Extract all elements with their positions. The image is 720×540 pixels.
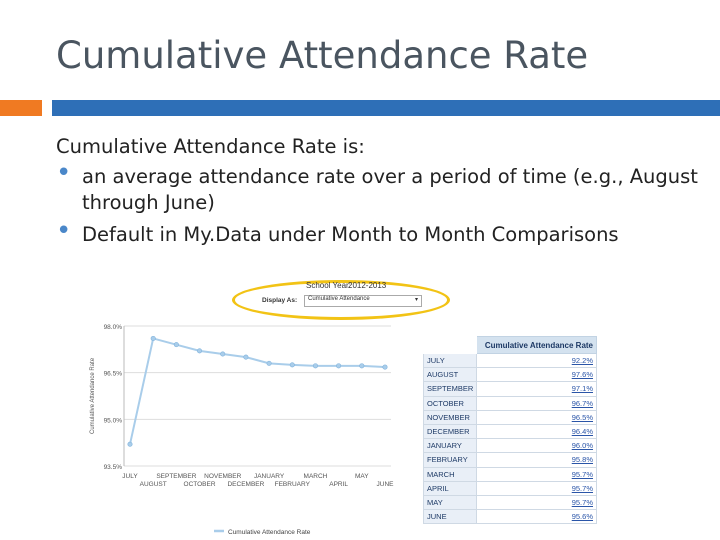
data-point <box>382 364 388 370</box>
table-cell-rate[interactable]: 96.0% <box>476 438 597 454</box>
data-point <box>127 441 133 447</box>
table-cell-month: MARCH <box>422 466 478 482</box>
table-row: MAY 95.7% <box>422 494 597 511</box>
accent-bar-orange <box>0 100 42 116</box>
table-cell-rate[interactable]: 95.7% <box>476 466 597 482</box>
display-as-value: Cumulative Attendance <box>308 296 370 302</box>
table-row: JANUARY 96.0% <box>422 438 597 454</box>
bullet-icon: • <box>56 216 72 246</box>
display-as-label: Display As: <box>262 297 298 304</box>
table-cell-rate[interactable]: 95.6% <box>476 509 597 525</box>
table-row: FEBRUARY 95.8% <box>422 452 597 468</box>
slide-body: Cumulative Attendance Rate is: • an aver… <box>56 134 706 254</box>
y-tick-label: 95.0% <box>104 417 123 424</box>
table-cell-month: SEPTEMBER <box>422 381 478 397</box>
x-tick-label: OCTOBER <box>184 481 216 488</box>
data-point <box>266 360 272 366</box>
bullet-list: • an average attendance rate over a peri… <box>56 160 706 248</box>
table-row: OCTOBER 96.7% <box>422 395 597 411</box>
x-tick-label: JULY <box>122 473 138 480</box>
x-tick-label: MAY <box>355 473 369 480</box>
x-tick-label: JUNE <box>377 481 395 488</box>
table-cell-month: OCTOBER <box>422 395 478 411</box>
y-tick-label: 96.5% <box>104 371 123 378</box>
y-axis-title: Cumulative Attendance Rate <box>90 357 96 434</box>
highlight-oval <box>232 280 450 320</box>
table-cell-rate[interactable]: 95.7% <box>476 480 597 496</box>
table-row: JUNE 95.6% <box>422 509 597 525</box>
table-header-blank <box>422 336 478 354</box>
attendance-line-chart: 98.0% 96.5% 95.0% 93.5% Cumulative Attendanc… <box>90 324 395 536</box>
bullet-text: Default in My.Data under Month to Month … <box>82 223 619 246</box>
table-header-rate: Cumulative Attendance Rate <box>476 336 597 354</box>
table-cell-month: NOVEMBER <box>422 409 478 425</box>
data-point <box>312 363 318 369</box>
table-row: AUGUST 97.6% <box>422 367 597 383</box>
table-row: MARCH 95.7% <box>422 466 597 482</box>
table-cell-rate[interactable]: 92.2% <box>476 352 597 369</box>
bullet-text: an average attendance rate over a period… <box>82 165 698 214</box>
x-tick-label: DECEMBER <box>227 481 264 488</box>
bullet-item: • an average attendance rate over a peri… <box>56 160 706 216</box>
data-point <box>197 348 203 354</box>
data-point <box>150 335 156 341</box>
x-tick-label: FEBRUARY <box>275 481 311 488</box>
accent-bar-blue <box>52 100 720 116</box>
intro-text: Cumulative Attendance Rate is: <box>56 135 365 158</box>
school-year-label: School Year: <box>306 281 351 290</box>
table-cell-month: JUNE <box>422 509 478 525</box>
table-cell-month: DECEMBER <box>422 423 478 440</box>
slide-title: Cumulative Attendance Rate <box>56 34 589 77</box>
table-cell-rate[interactable]: 96.4% <box>476 423 597 440</box>
school-year-value[interactable]: 2012-2013 <box>348 281 387 290</box>
x-tick-label: NOVEMBER <box>204 473 242 480</box>
y-tick-label: 98.0% <box>104 324 123 331</box>
x-tick-label: JANUARY <box>254 473 285 480</box>
table-body: JULY 92.2% AUGUST 97.6% SEPTEMBER 97.1% OCTOBE… <box>422 352 597 525</box>
x-tick-label: AUGUST <box>140 481 167 488</box>
attendance-table: Cumulative Attendance Rate JULY 92.2% AUGU… <box>422 336 597 525</box>
table-row: NOVEMBER 96.5% <box>422 409 597 425</box>
data-point <box>243 354 249 360</box>
data-point <box>289 362 295 368</box>
table-cell-month: MAY <box>422 494 478 511</box>
bullet-icon: • <box>56 158 72 188</box>
legend-label: Cumulative Attendance Rate <box>228 529 311 536</box>
table-cell-month: FEBRUARY <box>422 452 478 468</box>
table-row: JULY 92.2% <box>422 352 597 369</box>
bullet-item: • Default in My.Data under Month to Mont… <box>56 218 706 248</box>
table-cell-rate[interactable]: 97.6% <box>476 367 597 383</box>
table-cell-rate[interactable]: 96.5% <box>476 409 597 425</box>
x-tick-label: APRIL <box>329 481 348 488</box>
table-cell-month: JANUARY <box>422 438 478 454</box>
series-line <box>129 337 386 445</box>
table-cell-rate[interactable]: 95.7% <box>476 494 597 511</box>
x-tick-label: MARCH <box>304 473 328 480</box>
table-row: APRIL 95.7% <box>422 480 597 496</box>
y-tick-label: 93.5% <box>104 464 123 471</box>
table-cell-month: APRIL <box>422 480 478 496</box>
table-header-row: Cumulative Attendance Rate <box>422 336 597 354</box>
data-point <box>336 363 342 369</box>
table-cell-month: JULY <box>422 352 478 369</box>
table-row: DECEMBER 96.4% <box>422 423 597 440</box>
data-point <box>359 363 365 369</box>
table-cell-rate[interactable]: 97.1% <box>476 381 597 397</box>
data-point <box>173 342 179 348</box>
display-as-control: School Year: 2012-2013 Display As: Cumul… <box>232 280 450 320</box>
data-point <box>220 351 226 357</box>
x-tick-label: SEPTEMBER <box>156 473 196 480</box>
table-cell-rate[interactable]: 96.7% <box>476 395 597 411</box>
table-cell-rate[interactable]: 95.8% <box>476 452 597 468</box>
display-as-select[interactable]: Cumulative Attendance ▾ <box>304 295 422 307</box>
table-row: SEPTEMBER 97.1% <box>422 381 597 397</box>
table-cell-month: AUGUST <box>422 367 478 383</box>
chevron-down-icon[interactable]: ▾ <box>414 296 418 303</box>
